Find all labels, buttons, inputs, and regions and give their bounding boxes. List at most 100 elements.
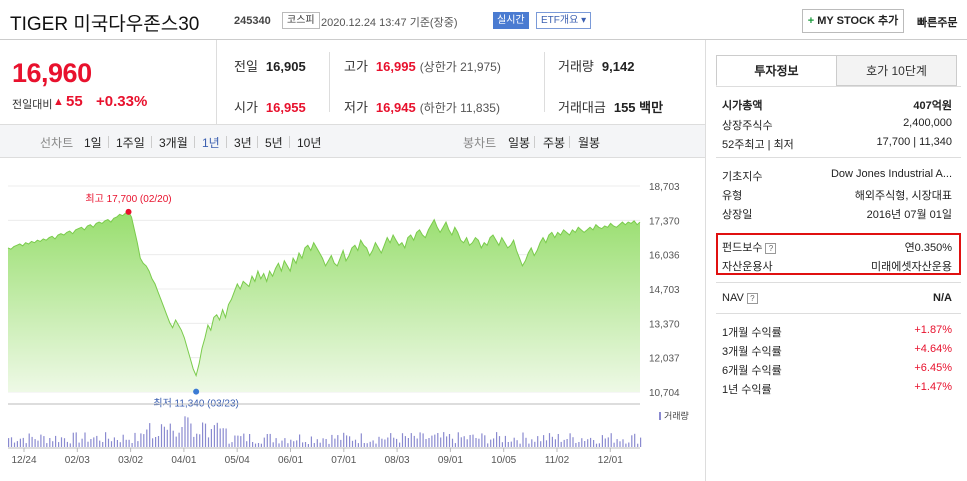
volume-bar [157,436,160,447]
volume-bar [278,443,280,447]
volume-bar [595,443,598,447]
volume-bar [610,433,612,447]
stock-title: TIGER 미국다우존스30 [10,14,200,35]
volume-bar [604,438,606,447]
volume-bar [87,441,89,447]
volume-bar [557,434,559,447]
volume-bar [149,423,151,447]
volume-bar [501,442,503,447]
quick-order-link[interactable]: 빠른주문 [917,17,958,29]
volume-bar [225,428,227,447]
tab-1year[interactable]: 1년 [202,136,220,150]
volume-bar [575,443,577,447]
price-line [7,211,641,378]
volume-bar [587,439,589,447]
volume-bar [284,438,286,447]
tab-3month[interactable]: 3개월 [159,136,188,150]
volume-bar [263,437,265,447]
tab-10year[interactable]: 10년 [297,136,322,150]
volume-bar [422,433,424,447]
y-tick-label: 13,370 [649,319,680,330]
volume-bar [390,433,392,447]
tab-1week[interactable]: 1주일 [116,136,145,150]
volume-bar [63,438,66,447]
volume-bar [325,439,327,447]
volume-bar [113,437,115,447]
volume-bar [454,443,456,447]
tab-3year[interactable]: 3년 [234,136,252,150]
volume-bar [240,436,242,447]
volume-bar [257,443,260,447]
volume-bar [487,443,489,447]
volume-bar [401,433,404,447]
tab-investment-info[interactable]: 투자정보 [716,55,837,86]
volume-bar [522,432,524,447]
divider [716,282,961,283]
volume-bar [440,437,442,447]
tab-1day[interactable]: 1일 [84,136,102,150]
volume-bar [493,438,495,447]
volume-bar [316,439,318,447]
volume-bar [269,433,271,447]
volume-bar [90,439,92,447]
volume-bar [58,442,60,447]
x-tick-label: 10/05 [491,455,516,466]
realtime-button[interactable]: 실시간 [493,12,529,29]
volume-bar [628,442,630,447]
price-chart[interactable]: 18,703 17,370 16,036 14,703 13,370 12,037 10,7… [0,158,705,481]
volume-bar [534,441,536,447]
volume-bar [349,436,351,447]
volume-bar [175,436,177,447]
volume-bar [96,435,98,447]
tab-monthly[interactable]: 월봉 [578,136,601,150]
plus-icon: + [807,15,815,27]
volume-bar [584,441,586,447]
volume-legend-swatch [659,412,661,420]
volume-bar [381,438,383,447]
volume-bar [25,443,27,447]
volume-bar [93,437,95,447]
volume-bar [490,439,492,447]
tab-quote-10[interactable]: 호가 10단계 [836,55,957,86]
volume-bar [525,437,527,447]
volume-bar [22,437,24,447]
x-axis-ticks: 12/24 02/03 03/02 04/01 05/04 06/01 07/01 08/03… [11,448,623,466]
page-header: TIGER 미국다우존스30 245340 코스피 2020.12.24 13:… [0,0,967,40]
volume-bar [484,435,486,447]
volume-bar [243,433,245,447]
volume-bar [172,430,174,447]
volume-bar [472,434,474,447]
tab-line-chart-label: 선차트 [40,136,74,150]
current-price: 16,960 [12,58,92,88]
volume-bar [60,437,63,447]
volume-bar [378,436,380,447]
volume-bar [463,436,465,447]
tab-weekly[interactable]: 주봉 [543,136,566,150]
divider [716,313,961,314]
tab-5year[interactable]: 5년 [265,136,283,150]
volume-bar [346,435,348,447]
volume-bar [581,438,583,447]
etf-overview-dropdown[interactable]: ETF개요 ▾ [536,12,592,29]
stat-prev: 전일 16,905 [234,59,306,74]
volume-bar [593,440,595,447]
volume-bar [178,432,180,447]
x-tick-label: 06/01 [278,455,303,466]
volume-bar [360,433,362,447]
volume-bar [40,434,42,447]
help-icon[interactable]: ? [746,292,758,304]
volume-bar [216,422,218,447]
up-arrow-icon: ▲ [53,96,64,108]
volume-bar [296,440,298,447]
add-mystock-button[interactable]: + MY STOCK 추가 [802,9,904,33]
volume-bar [410,433,412,447]
volume-bar [207,437,210,447]
stat-high: 고가 16,995 (상한가 21,975) [344,59,501,74]
volume-bar [310,436,312,447]
x-tick-label: 12/24 [11,455,36,466]
tab-daily[interactable]: 일봉 [508,136,531,150]
volume-bar [152,438,154,447]
help-icon[interactable]: ? [765,242,777,254]
divider [534,136,535,148]
volume-bar [363,443,365,447]
